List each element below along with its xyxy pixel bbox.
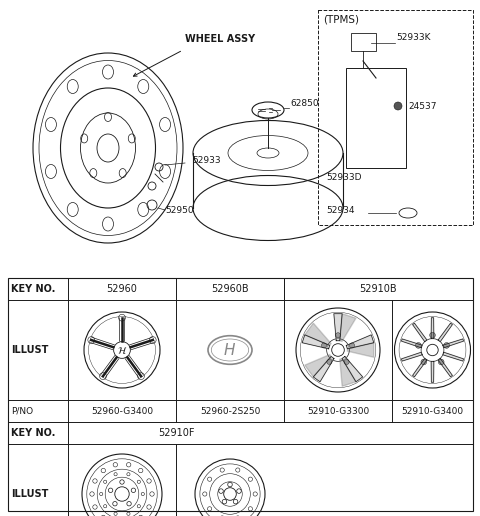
Text: $\mathit{H}$: $\mathit{H}$ [224, 342, 237, 358]
Polygon shape [334, 314, 342, 341]
Text: 52950: 52950 [165, 206, 193, 215]
Bar [351, 33, 376, 51]
Text: ILLUST: ILLUST [11, 489, 48, 499]
Text: P/NO: P/NO [11, 407, 33, 415]
Text: KEY NO.: KEY NO. [11, 428, 55, 438]
Text: 52960-G3400: 52960-G3400 [91, 407, 153, 415]
Polygon shape [401, 339, 422, 348]
Text: KEY NO.: KEY NO. [11, 284, 55, 294]
Text: 52933D: 52933D [326, 173, 361, 182]
Circle shape [344, 360, 349, 364]
Polygon shape [305, 354, 331, 377]
Circle shape [336, 333, 340, 338]
Text: $\mathcal{H}$: $\mathcal{H}$ [117, 345, 127, 356]
Polygon shape [431, 361, 434, 382]
Text: 52910-G3400: 52910-G3400 [401, 407, 464, 415]
Polygon shape [443, 352, 464, 361]
Polygon shape [302, 335, 330, 349]
Text: 52933: 52933 [192, 156, 221, 165]
Text: 52933K: 52933K [396, 33, 431, 42]
Text: ILLUST: ILLUST [11, 345, 48, 355]
Circle shape [416, 343, 421, 348]
Polygon shape [305, 323, 331, 345]
Text: 52910-G3300: 52910-G3300 [307, 407, 369, 415]
Circle shape [322, 343, 326, 348]
Text: 24537: 24537 [408, 102, 436, 111]
Polygon shape [313, 357, 334, 382]
Bar [346, 68, 406, 168]
Text: (TPMS): (TPMS) [323, 15, 359, 25]
Text: 52910F: 52910F [158, 428, 194, 438]
Text: 52934: 52934 [326, 206, 355, 215]
Circle shape [430, 332, 435, 338]
Polygon shape [438, 358, 453, 377]
Polygon shape [348, 343, 374, 357]
Polygon shape [342, 357, 363, 382]
Polygon shape [346, 335, 374, 349]
Bar [8, 278, 473, 511]
Polygon shape [443, 339, 464, 348]
Polygon shape [431, 318, 434, 338]
Circle shape [349, 343, 355, 348]
Text: 52960-2S250: 52960-2S250 [200, 407, 260, 415]
Polygon shape [401, 352, 422, 361]
Circle shape [421, 359, 427, 365]
Polygon shape [340, 359, 356, 386]
Polygon shape [413, 358, 427, 377]
Bar [318, 10, 473, 225]
Circle shape [438, 359, 444, 365]
Polygon shape [413, 323, 427, 342]
Text: WHEEL ASSY: WHEEL ASSY [185, 34, 255, 44]
Text: 52960B: 52960B [211, 284, 249, 294]
Circle shape [327, 360, 332, 364]
Text: 52960: 52960 [107, 284, 137, 294]
Text: 52910B: 52910B [360, 284, 397, 294]
Polygon shape [340, 314, 356, 342]
Polygon shape [438, 323, 453, 342]
Circle shape [394, 102, 402, 110]
Text: 62850: 62850 [290, 99, 319, 108]
Circle shape [444, 343, 449, 348]
